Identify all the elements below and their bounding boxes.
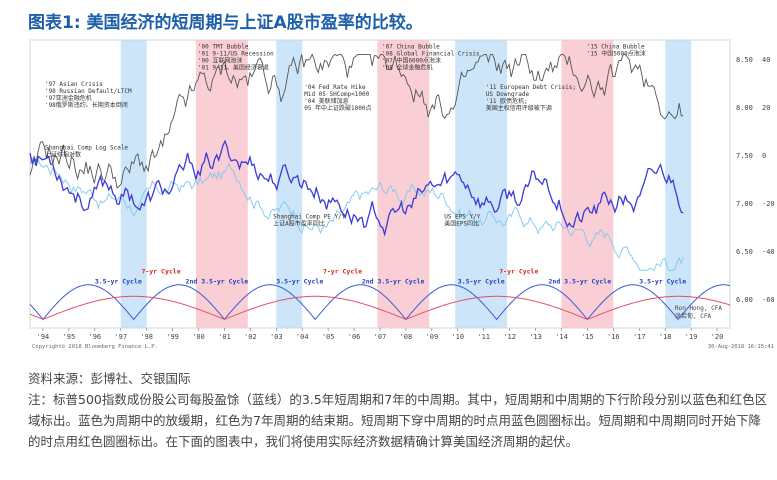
x-tick-label: '17	[633, 333, 646, 341]
x-tick-label: '01	[218, 333, 231, 341]
red-shaded-period	[195, 40, 248, 328]
x-tick-label: '00	[192, 333, 205, 341]
page-title: 图表1: 美国经济的短周期与上证A股市盈率的比较。	[28, 13, 423, 33]
chart-annotation: Shanghai Comp Log Scale 上证综指对数	[45, 144, 128, 158]
cycle-label: 2nd 3.5-yr Cycle	[362, 277, 425, 285]
x-tick-label: '15	[581, 333, 594, 341]
source-caption: 资料来源：彭博社、交银国际	[28, 371, 191, 386]
blue-shaded-period	[665, 40, 692, 328]
series-line	[29, 156, 684, 272]
x-tick-label: '20	[711, 333, 724, 341]
x-tick-label: '97	[114, 333, 127, 341]
x-tick-label: '16	[607, 333, 620, 341]
x-tick-label: '14	[555, 333, 568, 341]
note-caption: 注：标普500指数成份股公司每股盈馀（蓝线）的3.5年短周期和7年的中周期。其中…	[28, 392, 768, 449]
blue-shaded-period	[120, 40, 147, 328]
chart-annotation: '11 European Debt Crisis; US Downgrade '11…	[486, 84, 576, 112]
red-shaded-period	[377, 40, 430, 328]
chart-annotation: US EPS Y/Y 美国EPS同比	[444, 214, 481, 228]
right-axis-tick: -40	[762, 248, 775, 256]
cycle-label: 3.5-yr Cycle	[276, 277, 323, 285]
x-tick-label: '19	[685, 333, 698, 341]
date-stamp: 30-Aug-2018 16:15:41	[708, 344, 774, 350]
chart-annotation: '04 Fed Rate Hike Mid 05 SHComp<1000'04 美…	[304, 84, 371, 112]
x-tick-label: '03	[270, 333, 283, 341]
cycle-chart: '97 Asian Crisis '98 Russian Default/LTCM…	[29, 39, 775, 350]
cycle-label: 2nd 3.5-yr Cycle	[186, 277, 249, 285]
x-tick-label: '07	[374, 333, 387, 341]
cycle-label: 3.5-yr Cycle	[639, 277, 686, 285]
x-tick-label: '09	[426, 333, 439, 341]
x-tick-label: '11	[477, 333, 490, 341]
chart-annotation: '15 China Bubble '15 中国5000点泡沫	[587, 44, 646, 58]
chart-annotation: '00 TMT Bubble '01 9-11/US Recession '00 互…	[198, 44, 274, 72]
right-axis-tick: 0	[762, 152, 766, 160]
x-tick-label: '02	[244, 333, 257, 341]
cycle-label: 3.5-yr Cycle	[95, 277, 142, 285]
left-axis-tick: 6.00	[736, 296, 753, 304]
x-tick-label: '94	[37, 333, 50, 341]
right-axis-tick: 20	[762, 104, 770, 112]
x-tick-label: '08	[400, 333, 413, 341]
left-axis-tick: 7.50	[736, 152, 753, 160]
x-tick-label: '06	[348, 333, 361, 341]
cycle-label: 7-yr Cycle	[499, 267, 538, 275]
x-tick-label: '96	[88, 333, 101, 341]
x-tick-label: '98	[140, 333, 153, 341]
chart-annotation: Shanghai Comp PE Y/Y 上证A股市盈率同比	[273, 214, 346, 228]
x-tick-label: '04	[296, 333, 309, 341]
x-tick-label: '18	[659, 333, 672, 341]
author-text: Ron Hong, CFA	[675, 305, 722, 312]
left-axis-tick: 7.00	[736, 200, 753, 208]
right-axis-tick: -20	[762, 200, 775, 208]
cycle-label: 7-yr Cycle	[141, 267, 180, 275]
x-tick-label: '95	[63, 333, 76, 341]
right-axis-tick: -60	[762, 296, 775, 304]
short-cycle-curve	[29, 284, 731, 321]
x-tick-label: '12	[503, 333, 516, 341]
red-shaded-period	[561, 40, 614, 328]
left-axis-tick: 8.00	[736, 104, 753, 112]
cycle-label: 7-yr Cycle	[323, 267, 362, 275]
series-line	[29, 53, 684, 189]
left-axis-tick: 8.50	[736, 56, 753, 64]
x-tick-label: '10	[451, 333, 464, 341]
cycle-label: 2nd 3.5-yr Cycle	[549, 277, 612, 285]
left-axis-tick: 6.50	[736, 248, 753, 256]
blue-shaded-period	[276, 40, 303, 328]
x-tick-label: '05	[322, 333, 335, 341]
copyright-text: Copyright© 2018 Bloomberg Finance L.P.	[32, 344, 158, 350]
cycle-label: 3.5-yr Cycle	[458, 277, 505, 285]
x-tick-label: '13	[529, 333, 542, 341]
x-tick-label: '99	[166, 333, 179, 341]
right-axis-tick: 40	[762, 56, 770, 64]
chart-annotation: '07 China Bubble '08 Global Financial Cri…	[382, 44, 480, 72]
author-zh-text: 洪若甸, CFA	[675, 312, 711, 320]
chart-annotation: '97 Asian Crisis '98 Russian Default/LTCM…	[45, 81, 132, 109]
mid-cycle-curve	[29, 295, 731, 320]
series-line	[29, 139, 684, 237]
